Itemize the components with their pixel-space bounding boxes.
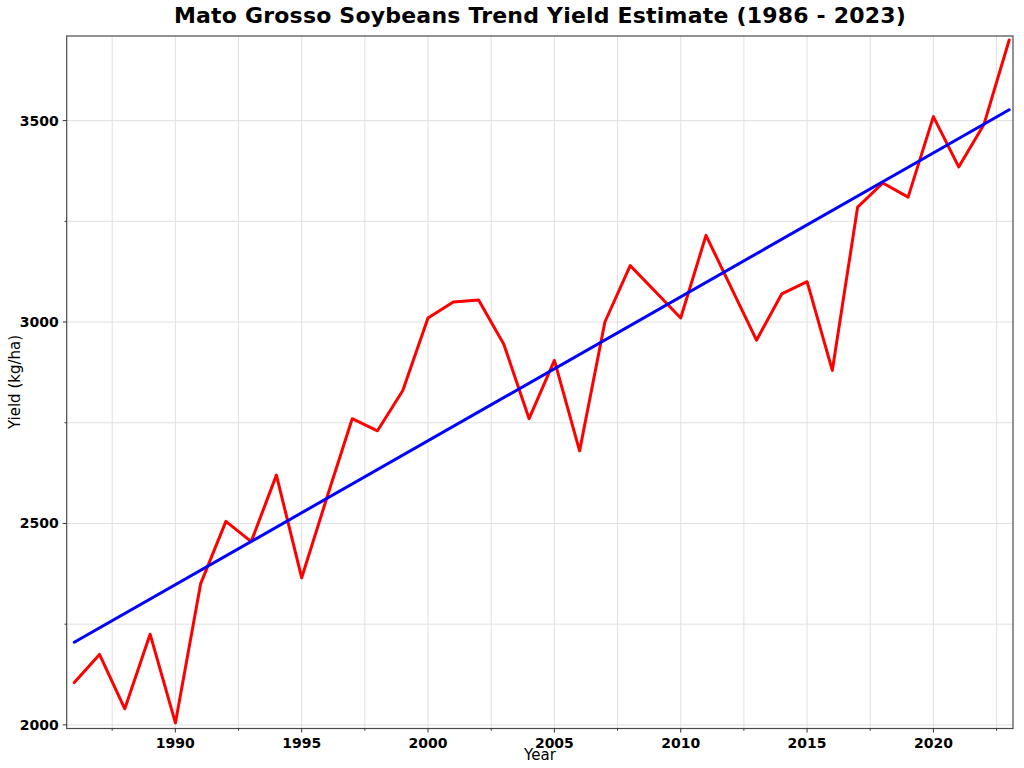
x-axis-label: Year [67, 746, 1013, 764]
yield-line [74, 40, 1009, 723]
figure: Mato Grosso Soybeans Trend Yield Estimat… [0, 0, 1024, 768]
trend-line [74, 110, 1009, 643]
y-tick-label: 3500 [20, 113, 59, 129]
y-tick-label: 2500 [20, 515, 59, 531]
y-tick-label: 2000 [20, 717, 59, 733]
y-tick-label: 3000 [20, 314, 59, 330]
plot-area: 1990199520002005201020152020200025003000… [0, 0, 1024, 768]
